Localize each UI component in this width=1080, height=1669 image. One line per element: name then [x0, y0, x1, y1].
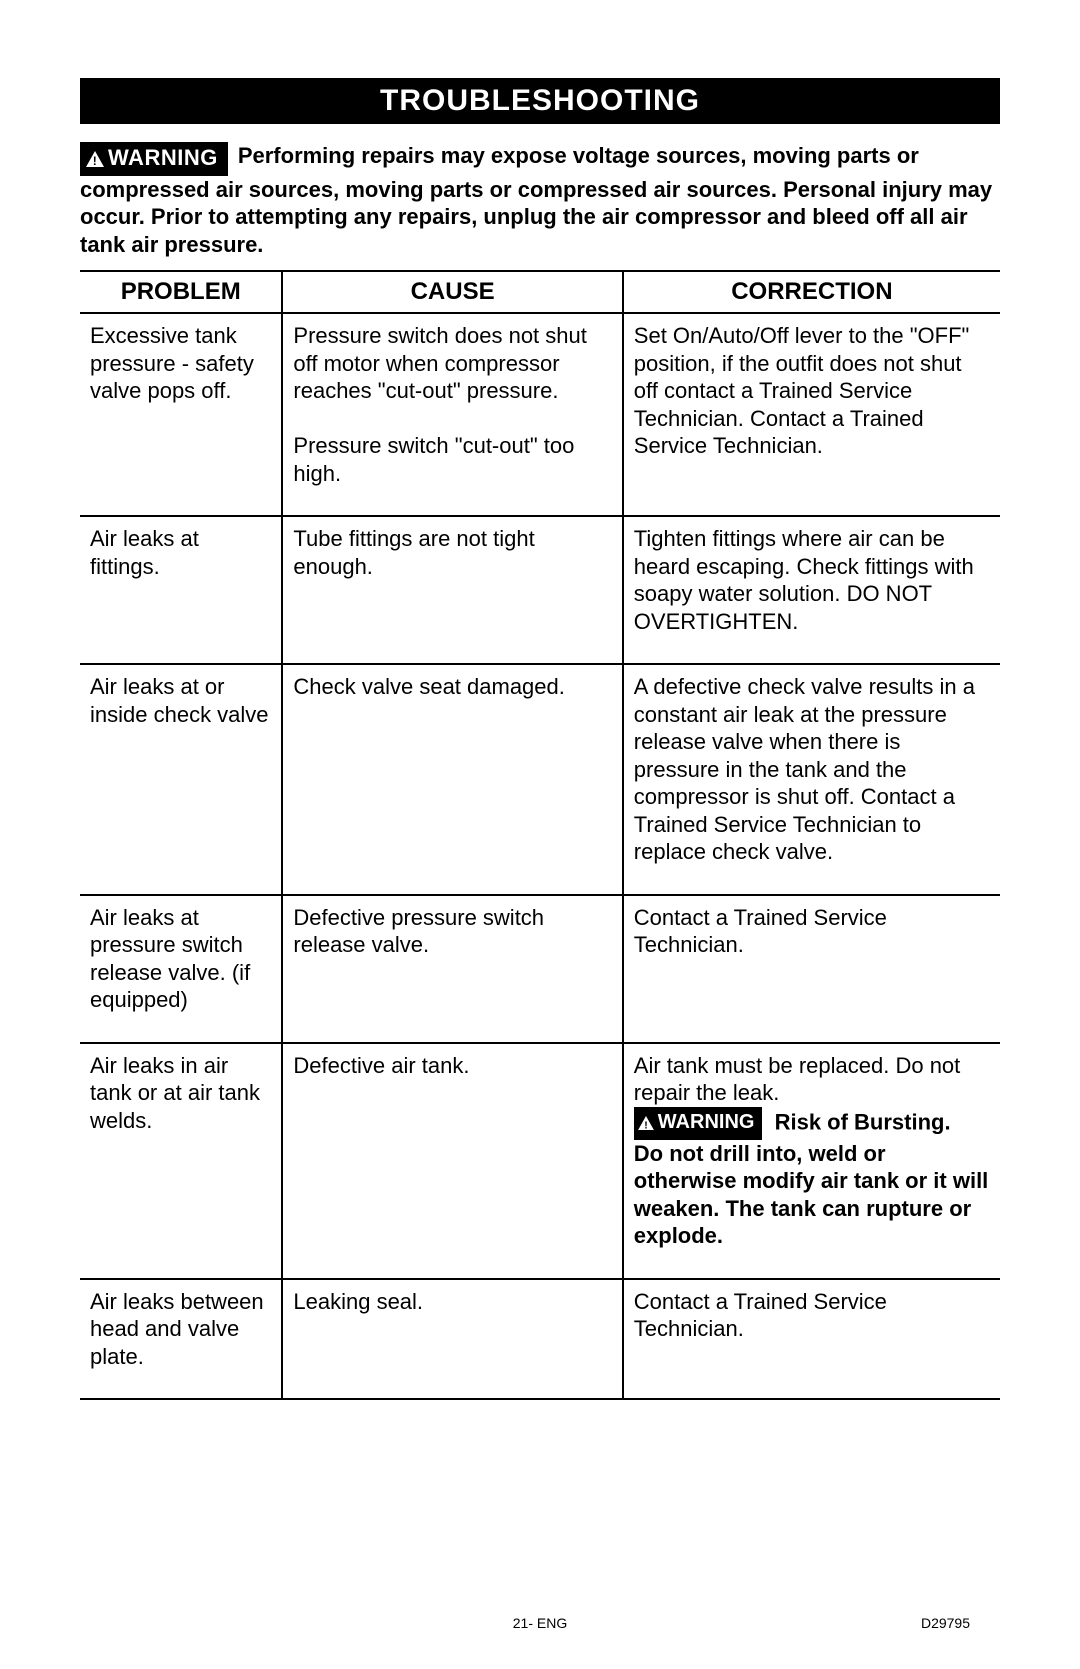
cell-correction: A defective check valve results in a con…	[623, 664, 1000, 895]
cell-problem: Air leaks at fittings.	[80, 516, 282, 664]
table-row: Excessive tank pressure - safety valve p…	[80, 313, 1000, 516]
cell-problem: Air leaks at or inside check valve	[80, 664, 282, 895]
table-header-row: PROBLEM CAUSE CORRECTION	[80, 271, 1000, 313]
table-row: Air leaks at pressure switch release val…	[80, 895, 1000, 1043]
table-row: Air leaks at or inside check valve Check…	[80, 664, 1000, 895]
cell-cause: Check valve seat damaged.	[282, 664, 622, 895]
cell-problem: Air leaks at pressure switch release val…	[80, 895, 282, 1043]
cell-correction: Tighten fittings where air can be heard …	[623, 516, 1000, 664]
correction-bold-text: Do not drill into, weld or otherwise mod…	[634, 1140, 990, 1250]
column-header-cause: CAUSE	[282, 271, 622, 313]
warning-badge: ! WARNING	[80, 142, 228, 176]
cell-correction: Contact a Trained Service Technician.	[623, 895, 1000, 1043]
cell-correction: Set On/Auto/Off lever to the "OFF" posit…	[623, 313, 1000, 516]
correction-pretext: Air tank must be replaced. Do not repair…	[634, 1053, 961, 1106]
cell-correction: Air tank must be replaced. Do not repair…	[623, 1043, 1000, 1279]
table-row: Air leaks at fittings. Tube fittings are…	[80, 516, 1000, 664]
warning-triangle-icon: !	[86, 146, 104, 174]
warning-label-text: WARNING	[108, 145, 218, 170]
inline-warning-badge: ! WARNING	[634, 1107, 763, 1140]
cell-cause: Tube fittings are not tight enough.	[282, 516, 622, 664]
cell-cause: Defective pressure switch release valve.	[282, 895, 622, 1043]
column-header-problem: PROBLEM	[80, 271, 282, 313]
warning-paragraph: ! WARNING Performing repairs may expose …	[80, 142, 1000, 258]
cell-problem: Air leaks in air tank or at air tank wel…	[80, 1043, 282, 1279]
table-row: Air leaks between head and valve plate. …	[80, 1279, 1000, 1400]
cell-cause: Defective air tank.	[282, 1043, 622, 1279]
inline-warning-label-text: WARNING	[658, 1111, 755, 1133]
cell-problem: Excessive tank pressure - safety valve p…	[80, 313, 282, 516]
section-title: TROUBLESHOOTING	[80, 78, 1000, 124]
column-header-correction: CORRECTION	[623, 271, 1000, 313]
cell-correction: Contact a Trained Service Technician.	[623, 1279, 1000, 1400]
cell-cause: Pressure switch does not shut off motor …	[282, 313, 622, 516]
warning-triangle-icon: !	[638, 1112, 654, 1137]
svg-text:!: !	[644, 1119, 648, 1130]
svg-text:!: !	[93, 154, 98, 167]
page-number: 21- ENG	[0, 1615, 1080, 1631]
cell-problem: Air leaks between head and valve plate.	[80, 1279, 282, 1400]
table-row: Air leaks in air tank or at air tank wel…	[80, 1043, 1000, 1279]
troubleshooting-table: PROBLEM CAUSE CORRECTION Excessive tank …	[80, 270, 1000, 1400]
cell-cause: Leaking seal.	[282, 1279, 622, 1400]
manual-page: TROUBLESHOOTING ! WARNING Performing rep…	[0, 0, 1080, 1669]
document-id: D29795	[921, 1615, 970, 1631]
correction-warn-lead: Risk of Bursting.	[775, 1109, 951, 1134]
